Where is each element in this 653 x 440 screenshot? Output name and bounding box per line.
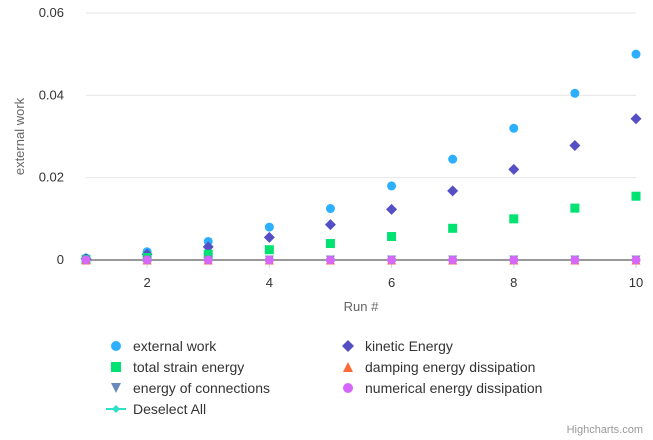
data-point <box>448 223 458 233</box>
data-points <box>80 49 642 265</box>
y-tick-label: 0 <box>57 252 64 267</box>
legend-marker <box>343 382 353 393</box>
legend-symbol-icon <box>105 402 127 416</box>
data-point <box>570 88 580 98</box>
data-point <box>263 231 275 243</box>
data-point <box>264 222 274 232</box>
data-point <box>448 154 458 164</box>
legend-label: damping energy dissipation <box>365 358 536 375</box>
data-point <box>387 255 397 265</box>
scatter-chart: 0 0.02 0.04 0.06 2 4 6 8 10 Run # external work <box>12 5 643 314</box>
data-point <box>325 239 335 249</box>
data-point <box>203 255 213 265</box>
data-point <box>142 255 152 265</box>
data-point <box>570 255 580 265</box>
legend-item[interactable]: damping energy dissipation <box>337 357 569 376</box>
legend-marker <box>342 339 354 352</box>
data-point <box>509 123 519 133</box>
data-point <box>264 245 274 255</box>
data-point <box>509 255 519 265</box>
legend-marker <box>343 361 353 372</box>
data-point <box>631 49 641 59</box>
y-axis-ticks: 0 0.02 0.04 0.06 <box>39 5 64 267</box>
legend-label: total strain energy <box>133 358 245 375</box>
legend-label: kinetic Energy <box>365 337 453 354</box>
legend-label: external work <box>133 337 217 354</box>
data-point <box>387 181 397 191</box>
legend-item[interactable]: total strain energy <box>105 357 337 376</box>
legend-item[interactable]: Deselect All <box>105 399 337 418</box>
y-axis-title: external work <box>12 97 27 175</box>
data-point <box>325 204 335 214</box>
data-point <box>202 241 214 253</box>
legend-label: energy of connections <box>133 379 270 396</box>
data-point <box>387 232 397 242</box>
data-point <box>203 249 213 259</box>
legend-symbol-icon <box>337 381 359 395</box>
x-tick-label: 6 <box>388 275 395 290</box>
legend-symbol-icon <box>337 360 359 374</box>
series-external-work <box>81 49 641 263</box>
data-point <box>630 113 642 125</box>
x-tick-label: 2 <box>143 275 150 290</box>
legend-symbol-icon <box>105 360 127 374</box>
legend: external work kinetic Energy total strain … <box>105 336 575 418</box>
series-total-strain-energy <box>81 191 641 265</box>
data-point <box>324 219 336 231</box>
data-point <box>264 255 274 265</box>
data-point <box>81 255 91 265</box>
data-point <box>447 185 459 197</box>
series-kinetic-energy <box>80 113 642 265</box>
data-point <box>570 203 580 213</box>
legend-label: numerical energy dissipation <box>365 379 543 396</box>
data-point <box>631 191 641 201</box>
legend-item[interactable]: numerical energy dissipation <box>337 378 569 397</box>
x-tick-label: 8 <box>510 275 517 290</box>
legend-item[interactable]: external work <box>105 336 337 355</box>
legend-item[interactable]: kinetic Energy <box>337 336 569 355</box>
data-point <box>386 203 398 215</box>
data-point <box>631 255 641 265</box>
legend-symbol-icon <box>105 381 127 395</box>
y-tick-label: 0.04 <box>39 87 64 102</box>
series-numerical-energy-dissipation <box>81 255 641 265</box>
legend-symbol-icon <box>337 339 359 353</box>
data-point <box>508 163 520 175</box>
legend-marker <box>111 340 121 351</box>
legend-symbol-icon <box>105 339 127 353</box>
x-axis-title: Run # <box>344 299 379 314</box>
x-tick-label: 4 <box>266 275 273 290</box>
x-axis-ticks: 2 4 6 8 10 <box>143 260 643 290</box>
x-tick-label: 10 <box>629 275 643 290</box>
legend-label: Deselect All <box>133 400 207 417</box>
legend-item[interactable]: energy of connections <box>105 378 337 397</box>
legend-marker <box>111 382 121 393</box>
y-tick-label: 0.02 <box>39 170 64 185</box>
data-point <box>325 255 335 265</box>
credits-link[interactable]: Highcharts.com <box>566 424 643 436</box>
data-point <box>509 214 519 224</box>
data-point <box>569 140 581 152</box>
legend-marker <box>111 361 121 372</box>
y-tick-label: 0.06 <box>39 5 64 20</box>
grid-lines <box>86 12 636 179</box>
data-point <box>448 255 458 265</box>
